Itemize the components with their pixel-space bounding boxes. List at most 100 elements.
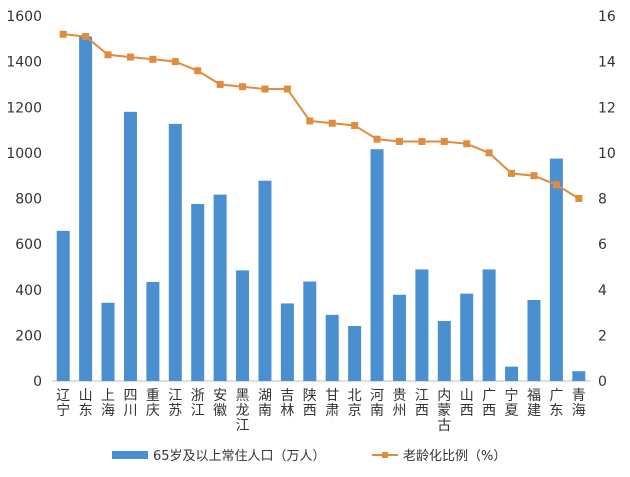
y-left-tick-label: 400	[15, 283, 42, 299]
category-label: 江苏	[168, 388, 182, 419]
bar	[191, 203, 205, 381]
category-labels: 辽宁山东上海四川重庆江苏浙江安徽黑龙江湖南吉林陕西甘肃北京河南贵州江西内蒙古山西…	[56, 387, 586, 434]
bar	[56, 230, 70, 381]
category-label: 福建	[527, 388, 541, 419]
category-label: 甘肃	[325, 388, 339, 419]
bar	[572, 371, 586, 381]
category-label: 山西	[460, 388, 474, 419]
bar	[505, 366, 519, 381]
bar	[460, 293, 474, 381]
bar	[415, 269, 429, 381]
y-left-tick-label: 1000	[6, 146, 42, 162]
y-right-tick-label: 8	[598, 192, 607, 208]
y-right-tick-label: 4	[598, 283, 607, 299]
bar	[392, 294, 406, 381]
legend: 65岁及以上常住人口（万人） 老龄化比例（%）	[112, 449, 506, 464]
ratio-point	[395, 137, 403, 145]
ratio-point	[239, 83, 247, 91]
ratio-point	[351, 122, 359, 129]
legend-line-marker	[382, 452, 388, 458]
bar	[258, 180, 272, 381]
y-right-tick-label: 0	[598, 374, 607, 390]
ratio-point	[59, 30, 67, 38]
category-label: 青海	[572, 388, 586, 419]
ratio-point	[82, 33, 90, 41]
category-label: 上海	[101, 388, 115, 419]
ratio-point	[216, 80, 224, 88]
category-label: 内蒙古	[437, 388, 451, 434]
ratio-point	[328, 119, 336, 127]
y-left-tick-label: 800	[15, 192, 42, 208]
category-label: 江西	[415, 388, 429, 419]
bar	[527, 300, 541, 381]
bar	[236, 270, 250, 381]
ratio-point	[440, 137, 448, 145]
ratio-point	[283, 85, 291, 93]
legend-line-label: 老龄化比例（%）	[403, 449, 506, 464]
bar	[303, 281, 317, 381]
category-label: 浙江	[191, 388, 205, 419]
y-right-tick-label: 6	[598, 237, 607, 253]
y-right-tick-label: 12	[598, 100, 616, 116]
category-label: 河南	[370, 388, 384, 419]
ratio-point	[104, 51, 112, 59]
axes: 0 200 400 600 800 1000 1200 1400 1600 0 2 4 6 8 10 12 14…	[6, 9, 616, 390]
category-label: 陕西	[303, 388, 317, 419]
ratio-line-path	[63, 33, 580, 200]
ratio-point	[530, 172, 538, 180]
y-left-tick-label: 600	[15, 237, 42, 253]
bar	[325, 314, 339, 381]
ratio-point	[171, 58, 179, 66]
y-left-tick-label: 1200	[6, 100, 42, 116]
y-right-tick-label: 10	[598, 146, 616, 162]
bar	[146, 281, 160, 381]
category-label: 广西	[482, 388, 496, 419]
y-right-tick-label: 14	[598, 55, 616, 71]
bar	[213, 194, 227, 381]
y-right-tick-label: 2	[598, 328, 607, 344]
y-left-tick-label: 0	[33, 374, 42, 390]
ratio-point	[194, 67, 202, 75]
category-label: 北京	[348, 388, 362, 419]
bar	[79, 36, 93, 381]
ratio-point	[508, 169, 516, 177]
bar	[549, 158, 563, 381]
bars	[56, 36, 586, 381]
ratio-point	[463, 140, 471, 148]
y-left-tick-label: 200	[15, 328, 42, 344]
bar	[437, 321, 451, 381]
ratio-line	[59, 30, 583, 202]
ratio-point	[126, 53, 134, 61]
bar	[280, 303, 294, 381]
category-label: 湖南	[258, 388, 272, 419]
bar	[101, 302, 115, 381]
ratio-point	[261, 85, 269, 93]
category-label: 四川	[123, 388, 137, 419]
ratio-point	[149, 55, 157, 63]
ratio-point	[373, 135, 381, 143]
legend-bar-swatch	[112, 451, 148, 459]
bar	[482, 269, 496, 381]
category-label: 黑龙江	[236, 388, 250, 434]
legend-bar-label: 65岁及以上常住人口（万人）	[153, 449, 326, 464]
category-label: 吉林	[280, 388, 294, 419]
bar	[370, 149, 384, 381]
bar	[168, 123, 182, 381]
y-left-tick-label: 1400	[6, 55, 42, 71]
category-label: 辽宁	[56, 388, 70, 419]
bar	[123, 111, 137, 381]
y-right-tick-label: 16	[598, 9, 616, 25]
ratio-point	[485, 149, 493, 157]
category-label: 安徽	[213, 388, 227, 419]
ratio-point	[575, 195, 583, 202]
ratio-point	[306, 117, 314, 125]
ratio-point	[552, 181, 560, 189]
bar	[348, 326, 362, 381]
category-label: 宁夏	[505, 387, 519, 419]
y-left-tick-label: 1600	[6, 9, 42, 25]
category-label: 广东	[549, 388, 563, 419]
category-label: 重庆	[146, 388, 160, 419]
category-label: 山东	[79, 388, 93, 419]
